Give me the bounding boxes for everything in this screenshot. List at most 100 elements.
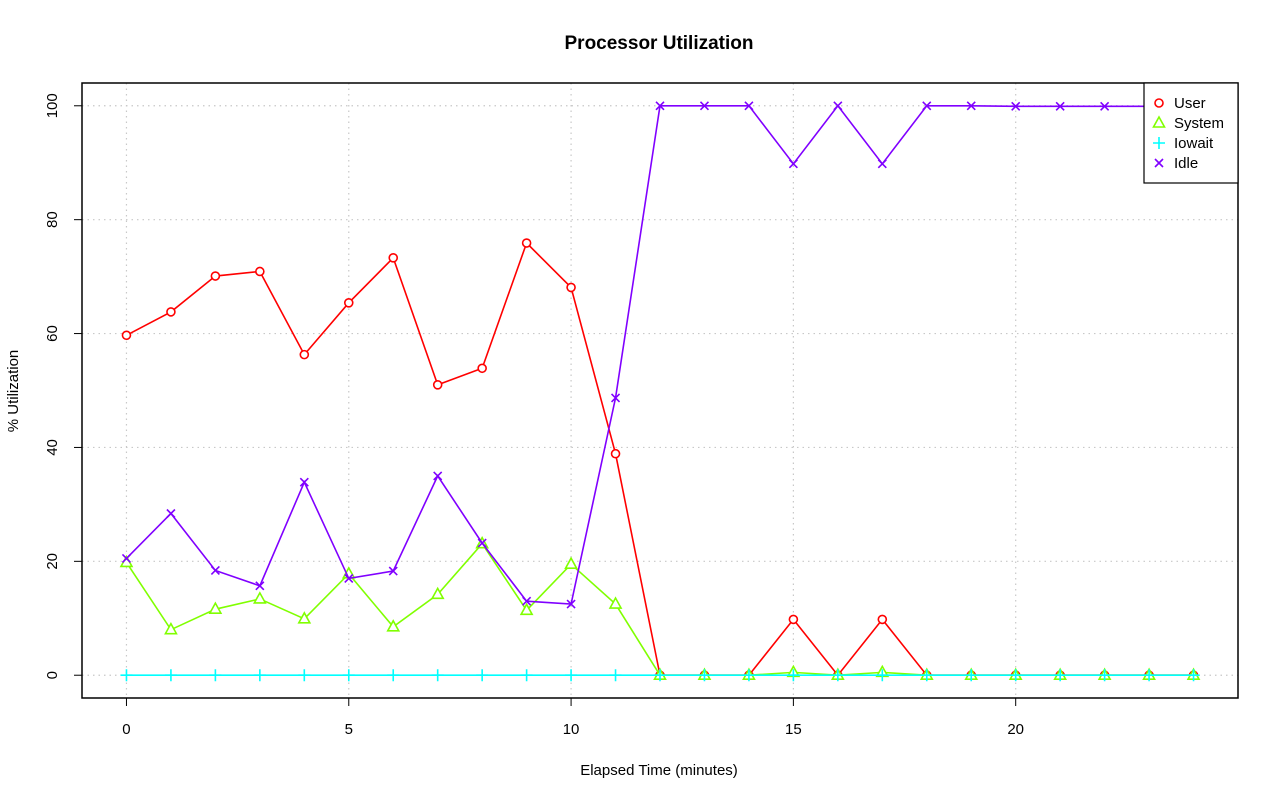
data-point-idle xyxy=(1100,101,1110,111)
data-point-system xyxy=(519,602,534,616)
data-point-iowait xyxy=(476,669,489,682)
data-point-idle xyxy=(166,508,176,519)
data-point-idle xyxy=(344,573,354,583)
data-point-system xyxy=(386,619,401,632)
data-point-user xyxy=(566,282,576,293)
x-tick-label: 20 xyxy=(1007,721,1024,738)
data-point-idle xyxy=(744,101,754,111)
x-tick-label: 5 xyxy=(345,721,353,738)
series-line-system xyxy=(125,542,1194,677)
data-point-iowait xyxy=(920,669,933,682)
data-point-user xyxy=(521,238,532,248)
series-system xyxy=(119,536,1201,681)
data-point-iowait xyxy=(787,669,800,682)
data-point-user xyxy=(610,448,621,459)
data-point-system xyxy=(564,556,578,569)
data-point-idle xyxy=(388,566,398,576)
data-point-idle xyxy=(699,101,710,111)
y-tick-label: 60 xyxy=(44,325,61,342)
data-point-idle xyxy=(877,159,887,169)
data-point-idle xyxy=(121,553,132,564)
data-point-idle xyxy=(477,538,487,548)
data-point-idle xyxy=(1055,101,1065,111)
data-point-iowait xyxy=(1054,669,1067,682)
data-point-user xyxy=(877,614,888,625)
data-point-system xyxy=(430,586,445,600)
y-tick-label: 100 xyxy=(44,93,61,118)
legend-marker-user xyxy=(1154,98,1164,108)
legend: User System Iowait Idle xyxy=(1143,82,1239,184)
data-point-iowait xyxy=(565,669,578,682)
y-axis-label: % Utilization xyxy=(5,350,22,433)
x-tick-label: 15 xyxy=(785,721,802,738)
data-point-iowait xyxy=(209,669,222,682)
legend-marker-idle xyxy=(1154,158,1164,168)
data-point-idle xyxy=(566,599,576,609)
data-point-iowait xyxy=(1098,669,1111,682)
legend-label-user: User xyxy=(1174,95,1206,112)
data-point-iowait xyxy=(387,669,400,682)
data-point-iowait xyxy=(1187,669,1200,682)
chart-title: Processor Utilization xyxy=(565,33,754,54)
data-point-idle xyxy=(966,101,976,111)
data-point-user xyxy=(210,271,221,281)
series-idle xyxy=(121,101,1199,609)
data-point-iowait xyxy=(342,669,355,682)
x-tick-label: 0 xyxy=(122,721,130,738)
data-point-iowait xyxy=(609,669,622,682)
data-point-idle xyxy=(788,159,798,169)
data-point-system xyxy=(164,622,178,635)
data-point-idle xyxy=(833,101,843,111)
data-point-iowait xyxy=(831,669,844,682)
data-point-system xyxy=(208,601,223,614)
series-iowait xyxy=(120,669,1200,682)
data-point-user xyxy=(255,266,265,277)
legend-label-idle: Idle xyxy=(1174,155,1198,172)
data-point-iowait xyxy=(654,669,666,682)
y-tick-label: 40 xyxy=(44,439,61,456)
data-point-iowait xyxy=(742,669,755,682)
data-point-iowait xyxy=(876,669,889,682)
plot-frame xyxy=(81,82,1239,699)
grid xyxy=(82,83,1238,698)
legend-marker-iowait xyxy=(1153,137,1165,149)
data-point-iowait xyxy=(1143,669,1156,682)
y-tick-label: 20 xyxy=(44,553,61,570)
data-point-user xyxy=(121,330,132,341)
data-point-user xyxy=(388,253,399,263)
legend-marker-system xyxy=(1152,115,1166,128)
data-point-user xyxy=(477,363,487,374)
y-tick-label: 80 xyxy=(44,211,61,228)
data-point-user xyxy=(343,298,354,308)
data-point-idle xyxy=(210,565,220,576)
data-point-iowait xyxy=(1009,669,1022,682)
data-point-idle xyxy=(433,471,443,481)
data-point-iowait xyxy=(253,669,266,682)
data-point-system xyxy=(297,611,312,624)
data-point-user xyxy=(432,380,443,390)
legend-label-iowait: Iowait xyxy=(1174,135,1214,152)
series-line-idle xyxy=(125,104,1194,605)
data-point-idle xyxy=(610,393,621,403)
data-point-iowait xyxy=(298,669,311,682)
data-point-idle xyxy=(655,101,665,111)
data-point-user xyxy=(788,614,799,625)
data-point-iowait xyxy=(698,669,711,682)
data-point-iowait xyxy=(431,669,444,682)
data-point-system xyxy=(608,596,623,609)
data-point-idle xyxy=(922,101,932,111)
data-point-system xyxy=(252,591,267,604)
data-point-idle xyxy=(299,477,309,487)
series-layer xyxy=(119,101,1201,682)
data-point-user xyxy=(299,349,310,360)
x-tick-label: 10 xyxy=(563,721,580,738)
axes: 0 5 10 15 20 0 20 40 60 80 100 xyxy=(44,82,1239,738)
x-axis-label: Elapsed Time (minutes) xyxy=(580,762,738,779)
data-point-iowait xyxy=(965,669,978,682)
data-point-user xyxy=(166,307,176,317)
data-point-idle xyxy=(255,581,265,591)
series-user xyxy=(121,238,1199,681)
data-point-iowait xyxy=(120,669,133,682)
